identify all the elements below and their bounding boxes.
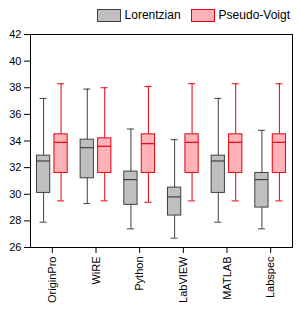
svg-text:MATLAB: MATLAB [221,257,233,300]
svg-text:LabVIEW: LabVIEW [177,256,189,303]
html-text:Lorentzian: Lorentzian [124,7,181,22]
svg-text:42: 42 [9,28,21,40]
svg-text:28: 28 [9,214,21,226]
svg-text:OriginPro: OriginPro [46,257,58,303]
svg-text:30: 30 [9,188,21,200]
svg-text:38: 38 [9,81,21,93]
html-text:Pseudo-Voigt: Pseudo-Voigt [218,7,290,22]
svg-text:40: 40 [9,55,21,67]
svg-text:34: 34 [9,135,21,147]
svg-text:26: 26 [9,241,21,253]
svg-text:WiRE: WiRE [90,257,102,285]
svg-text:36: 36 [9,108,21,120]
svg-text:32: 32 [9,161,21,173]
svg-text:Labspec: Labspec [264,256,276,298]
svg-text:Python: Python [133,257,145,291]
